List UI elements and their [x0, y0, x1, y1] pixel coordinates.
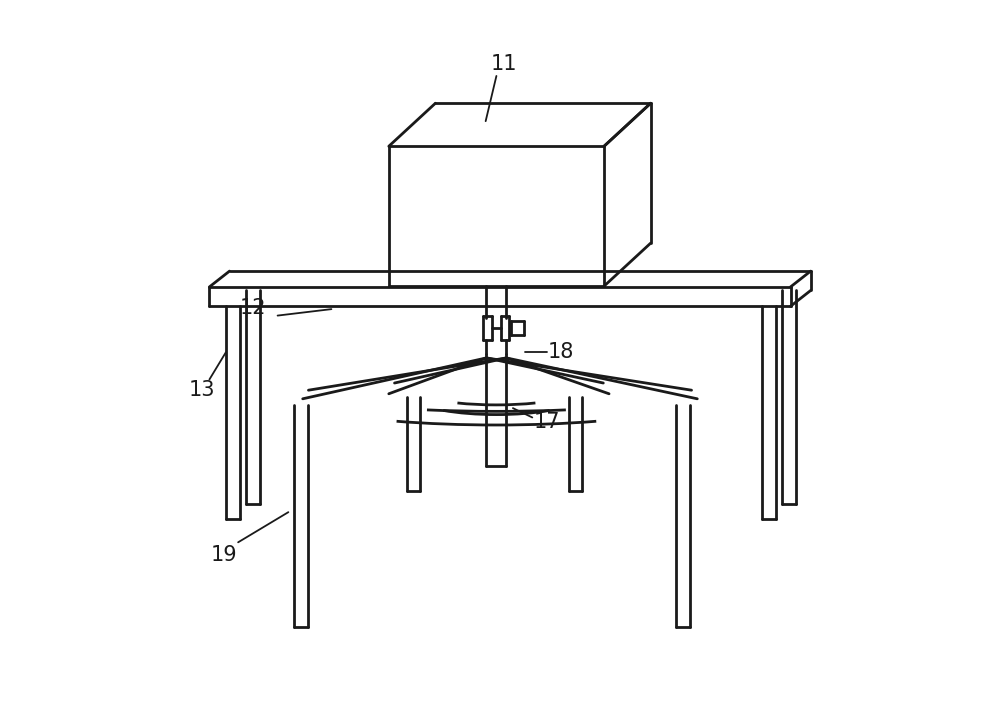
- Text: 13: 13: [189, 380, 216, 401]
- Text: 19: 19: [210, 545, 237, 565]
- Text: 11: 11: [490, 54, 517, 74]
- Text: 12: 12: [239, 298, 266, 317]
- Text: 18: 18: [548, 342, 574, 362]
- Text: 17: 17: [533, 413, 560, 432]
